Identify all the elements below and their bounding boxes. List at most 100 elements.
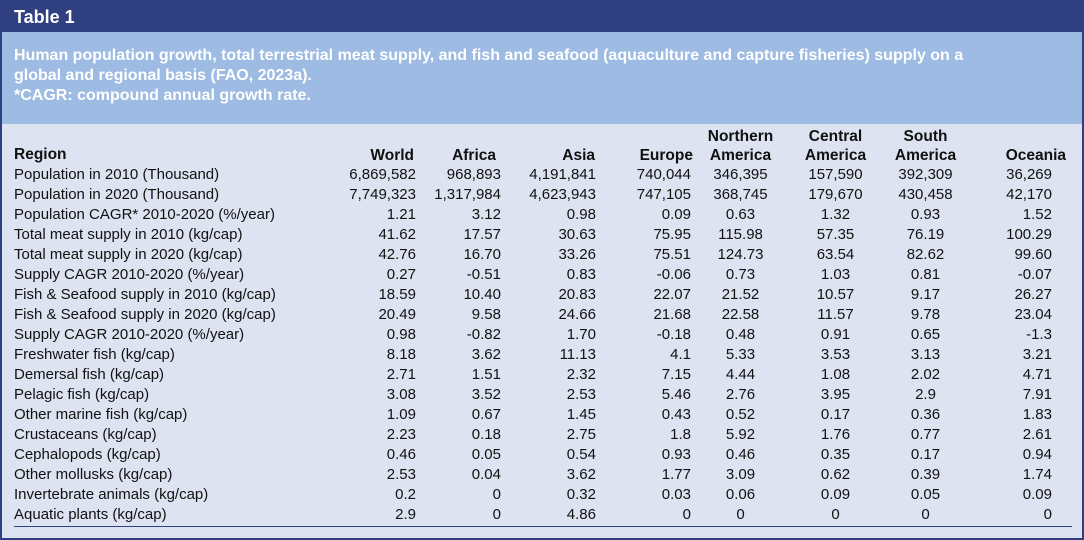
row-label: Total meat supply in 2020 (kg/cap) — [14, 246, 243, 263]
table-cell: 0.63 — [725, 206, 756, 223]
table-cell: 1.21 — [386, 206, 416, 223]
table-cell: 0.98 — [386, 326, 416, 343]
table-row: Total meat supply in 2020 (kg/cap) 42.76 1… — [14, 245, 1072, 265]
table-cell: 5.92 — [725, 426, 756, 443]
table-cell: 0.98 — [566, 206, 596, 223]
table-cell: 75.95 — [653, 226, 691, 243]
table-cell: 0 — [492, 486, 501, 503]
table-cell: 3.09 — [725, 466, 756, 483]
table-cell: 17.57 — [463, 226, 501, 243]
table-cell: 0.27 — [386, 266, 416, 283]
table-cell: 1.76 — [820, 426, 851, 443]
table-cell: 3.62 — [566, 466, 596, 483]
row-label: Population in 2010 (Thousand) — [14, 166, 220, 183]
table-cell: -0.82 — [466, 326, 501, 343]
table-cell: 2.53 — [566, 386, 596, 403]
table-cell: 0.77 — [910, 426, 941, 443]
table-cell: 1.52 — [1022, 206, 1052, 223]
table-cell: 22.58 — [721, 306, 760, 323]
table-cell: 3.62 — [471, 346, 501, 363]
table-cell: 1.03 — [820, 266, 851, 283]
table-cell: 1.32 — [820, 206, 851, 223]
table-cell: 0 — [492, 506, 501, 523]
table-row: Other mollusks (kg/cap) 2.53 0.04 3.62 1.77 3… — [14, 465, 1072, 485]
table-cell: 1.77 — [661, 466, 691, 483]
row-label: Other mollusks (kg/cap) — [14, 466, 173, 483]
table-row: Cephalopods (kg/cap) 0.46 0.05 0.54 0.93 0.46… — [14, 445, 1072, 465]
table-cell: 1.83 — [1022, 406, 1052, 423]
table-caption: Human population growth, total terrestri… — [2, 32, 1082, 124]
table-cell: 747,105 — [636, 186, 691, 203]
table-cell: 0.32 — [566, 486, 596, 503]
table-cell: 7.15 — [661, 366, 691, 383]
table-cell: 0.03 — [661, 486, 691, 503]
column-header-oceania: Oceania — [1005, 147, 1066, 164]
table-cell: 0.65 — [910, 326, 941, 343]
table-cell: 99.60 — [1014, 246, 1052, 263]
table-cell: 0.94 — [1022, 446, 1052, 463]
table-cell: 0.36 — [910, 406, 941, 423]
table-cell: 30.63 — [558, 226, 596, 243]
table-cell: 0.35 — [820, 446, 851, 463]
table-cell: 3.12 — [471, 206, 501, 223]
table-cell: 179,670 — [808, 186, 863, 203]
table-row: Fish & Seafood supply in 2010 (kg/cap) 18… — [14, 285, 1072, 305]
table-cell: 82.62 — [906, 246, 945, 263]
table-cell: 20.83 — [558, 286, 596, 303]
table-cell: 24.66 — [558, 306, 596, 323]
table-cell: 5.46 — [661, 386, 691, 403]
table-cell: 75.51 — [653, 246, 691, 263]
table-cell: 3.53 — [820, 346, 851, 363]
table-cell: 0.09 — [820, 486, 851, 503]
table-cell: 7.91 — [1022, 386, 1052, 403]
table-cell: 26.27 — [1014, 286, 1052, 303]
table-cell: 0.67 — [471, 406, 501, 423]
table-row: Aquatic plants (kg/cap) 2.9 0 4.86 0 0 0 0 0 — [14, 505, 1072, 525]
table-cell: 2.61 — [1022, 426, 1052, 443]
table-cell: 3.21 — [1022, 346, 1052, 363]
caption-line: Human population growth, total terrestri… — [14, 47, 964, 64]
table-cell: 63.54 — [816, 246, 855, 263]
table-cell: 2.53 — [386, 466, 416, 483]
table-cell: 4.86 — [566, 506, 596, 523]
table-cell: 0.43 — [661, 406, 691, 423]
table-cell: 57.35 — [816, 226, 855, 243]
table-cell: 0 — [831, 506, 840, 523]
table-cell: 0.91 — [820, 326, 851, 343]
table-cell: 968,893 — [446, 166, 501, 183]
table-cell: 42.76 — [378, 246, 416, 263]
column-header-northern-america: Northern America — [707, 128, 774, 164]
table-cell: 10.40 — [463, 286, 501, 303]
column-header-asia: Asia — [562, 147, 595, 164]
table-cell: 21.68 — [653, 306, 691, 323]
table-cell: 0.62 — [820, 466, 851, 483]
table-cell: -0.06 — [656, 266, 691, 283]
table-cell: 0.05 — [471, 446, 501, 463]
table-cell: 0.05 — [910, 486, 941, 503]
table-cell: 23.04 — [1014, 306, 1052, 323]
caption-line: global and regional basis (FAO, 2023a). — [14, 67, 312, 84]
table-cell: 0.18 — [471, 426, 501, 443]
column-header-central-america: Central America — [804, 128, 867, 164]
table-cell: 0 — [921, 506, 930, 523]
table-cell: 9.58 — [471, 306, 501, 323]
table-cell: 4.44 — [725, 366, 756, 383]
header-row: Region World Africa Asia Europe Northern… — [14, 125, 1072, 165]
table-cell: 8.18 — [386, 346, 416, 363]
table-cell: 0.48 — [725, 326, 756, 343]
table-cell: 4,623,943 — [529, 186, 596, 203]
column-header-europe: Europe — [639, 147, 693, 164]
table-row: Population in 2020 (Thousand) 7,749,323 1,… — [14, 185, 1072, 205]
row-label: Freshwater fish (kg/cap) — [14, 346, 175, 363]
table-cell: 0 — [1043, 506, 1052, 523]
table-cell: 2.32 — [566, 366, 596, 383]
table-cell: 3.95 — [820, 386, 851, 403]
table-cell: 740,044 — [636, 166, 691, 183]
table-row: Population CAGR* 2010-2020 (%/year) 1.21 3… — [14, 205, 1072, 225]
table-cell: 16.70 — [463, 246, 501, 263]
table-cell: 0.54 — [566, 446, 596, 463]
row-label: Supply CAGR 2010-2020 (%/year) — [14, 326, 245, 343]
table-cell: 0.83 — [566, 266, 596, 283]
table-row: Freshwater fish (kg/cap) 8.18 3.62 11.13 4.1… — [14, 345, 1072, 365]
row-label: Supply CAGR 2010-2020 (%/year) — [14, 266, 245, 283]
